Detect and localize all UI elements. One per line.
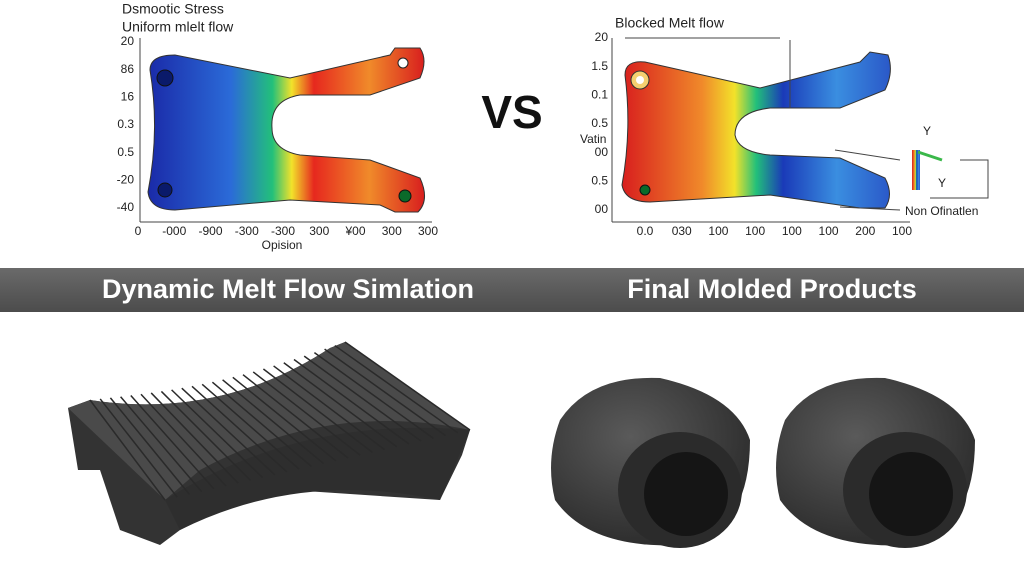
product-cylinder [776,377,975,548]
x-tick-label: 300 [418,224,438,238]
x-tick-label: 300 [309,224,329,238]
right-simulation: Blocked Melt flow Vatin Non Ofinatlen Y … [580,15,989,238]
groove [109,397,190,495]
groove [313,352,434,440]
groove [99,398,178,498]
groove [232,376,337,462]
groove [262,368,373,453]
product-cylinder [551,377,750,548]
y-tick-label: 86 [121,62,135,76]
banner-right: Final Molded Products [627,274,917,304]
groove [191,385,288,473]
panel-title: Blocked Melt flow [615,15,725,31]
groove [181,387,276,476]
groove [130,395,215,490]
y-axis-title: Vatin [580,132,606,146]
x-tick-label: -900 [198,224,222,238]
heatmap-shape [621,51,891,209]
panel-title: Dsmootic Stress [122,1,224,17]
product-block [68,341,471,545]
y-tick-label: 0.5 [591,174,608,188]
y-tick-label: 0.3 [117,117,134,131]
groove [120,396,203,493]
x-tick-label: 100 [708,224,728,238]
x-tick-label: -300 [271,224,295,238]
y-tick-label: 0.5 [591,116,608,130]
groove [150,392,239,484]
x-tick-label: 100 [782,224,802,238]
groove [324,348,447,437]
annotation: Non Ofinatlen [905,204,978,218]
y-tick-label: 1.5 [591,59,608,73]
y-tick-label: 00 [595,145,609,159]
groove [334,344,459,434]
x-tick-label: ¥00 [344,224,365,238]
groove [140,393,227,487]
left-simulation: Dsmootic Stress Uniform mlelt flow 20 86 1… [117,1,439,252]
x-axis-title: Opision [262,238,303,252]
heatmap-shape [147,47,425,213]
x-tick-label: 100 [745,224,765,238]
axis-label: Y [938,176,946,190]
x-tick-label: 0 [135,224,142,238]
banner-left: Dynamic Melt Flow Simlation [102,274,474,304]
vs-label: VS [481,86,542,138]
x-tick-label: 200 [855,224,875,238]
x-tick-label: 0.0 [637,224,654,238]
banner [0,268,1024,312]
groove [89,399,166,501]
y-tick-label: 0.1 [591,88,608,102]
x-tick-label: 100 [892,224,912,238]
x-tick-label: 300 [382,224,402,238]
groove [273,365,386,451]
groove [171,389,264,479]
groove [201,383,300,470]
y-tick-label: 0.5 [117,145,134,159]
groove [283,362,398,448]
panel-title: Uniform mlelt flow [122,19,234,35]
y-tick-label: -40 [117,200,135,214]
groove [303,355,422,442]
y-tick-label: 16 [121,90,135,104]
x-tick-label: 030 [672,224,692,238]
y-tick-label: 00 [595,202,609,216]
groove [211,381,312,467]
y-tick-label: -20 [117,173,135,187]
groove [222,379,325,465]
y-tick-label: 20 [595,30,609,44]
x-tick-label: 100 [819,224,839,238]
groove [344,341,471,431]
axis-label: Y [923,124,931,138]
groove [160,390,251,481]
y-tick-label: 20 [121,34,135,48]
groove [252,371,361,456]
x-tick-label: -000 [162,224,186,238]
x-tick-label: -300 [235,224,259,238]
groove [293,358,410,445]
groove [242,374,349,459]
